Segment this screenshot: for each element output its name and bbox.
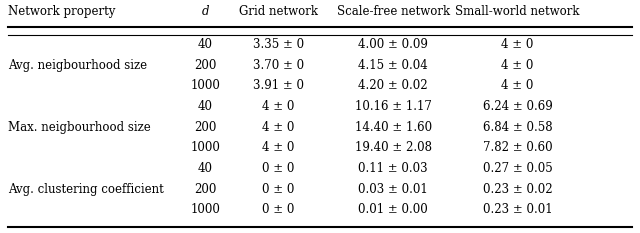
Text: Grid network: Grid network — [239, 5, 318, 18]
Text: 1000: 1000 — [190, 203, 220, 216]
Text: 3.70 ± 0: 3.70 ± 0 — [253, 58, 304, 72]
Text: 3.91 ± 0: 3.91 ± 0 — [253, 79, 304, 92]
Text: 6.84 ± 0.58: 6.84 ± 0.58 — [483, 120, 552, 134]
Text: 40: 40 — [198, 38, 212, 51]
Text: 4.00 ± 0.09: 4.00 ± 0.09 — [358, 38, 428, 51]
Text: 1000: 1000 — [190, 141, 220, 154]
Text: 4 ± 0: 4 ± 0 — [501, 38, 534, 51]
Text: 0.01 ± 0.00: 0.01 ± 0.00 — [358, 203, 428, 216]
Text: 40: 40 — [198, 162, 212, 175]
Text: 0.03 ± 0.01: 0.03 ± 0.01 — [358, 183, 428, 195]
Text: 19.40 ± 2.08: 19.40 ± 2.08 — [355, 141, 432, 154]
Text: Small-world network: Small-world network — [455, 5, 580, 18]
Text: 200: 200 — [194, 120, 216, 134]
Text: 200: 200 — [194, 58, 216, 72]
Text: 1000: 1000 — [190, 79, 220, 92]
Text: Avg. neigbourhood size: Avg. neigbourhood size — [8, 58, 147, 72]
Text: 6.24 ± 0.69: 6.24 ± 0.69 — [483, 100, 552, 113]
Text: Network property: Network property — [8, 5, 115, 18]
Text: 40: 40 — [198, 100, 212, 113]
Text: 0 ± 0: 0 ± 0 — [262, 162, 295, 175]
Text: 0.23 ± 0.01: 0.23 ± 0.01 — [483, 203, 552, 216]
Text: Scale-free network: Scale-free network — [337, 5, 450, 18]
Text: 4 ± 0: 4 ± 0 — [501, 58, 534, 72]
Text: Max. neigbourhood size: Max. neigbourhood size — [8, 120, 150, 134]
Text: 3.35 ± 0: 3.35 ± 0 — [253, 38, 304, 51]
Text: 10.16 ± 1.17: 10.16 ± 1.17 — [355, 100, 432, 113]
Text: 4.20 ± 0.02: 4.20 ± 0.02 — [358, 79, 428, 92]
Text: 0.27 ± 0.05: 0.27 ± 0.05 — [483, 162, 552, 175]
Text: 200: 200 — [194, 183, 216, 195]
Text: 4 ± 0: 4 ± 0 — [262, 120, 295, 134]
Text: 0.11 ± 0.03: 0.11 ± 0.03 — [358, 162, 428, 175]
Text: Avg. clustering coefficient: Avg. clustering coefficient — [8, 183, 163, 195]
Text: 4 ± 0: 4 ± 0 — [501, 79, 534, 92]
Text: 4 ± 0: 4 ± 0 — [262, 100, 295, 113]
Text: 7.82 ± 0.60: 7.82 ± 0.60 — [483, 141, 552, 154]
Text: 0 ± 0: 0 ± 0 — [262, 203, 295, 216]
Text: 4.15 ± 0.04: 4.15 ± 0.04 — [358, 58, 428, 72]
Text: 0.23 ± 0.02: 0.23 ± 0.02 — [483, 183, 552, 195]
Text: 4 ± 0: 4 ± 0 — [262, 141, 295, 154]
Text: 0 ± 0: 0 ± 0 — [262, 183, 295, 195]
Text: d: d — [202, 5, 209, 18]
Text: 14.40 ± 1.60: 14.40 ± 1.60 — [355, 120, 432, 134]
